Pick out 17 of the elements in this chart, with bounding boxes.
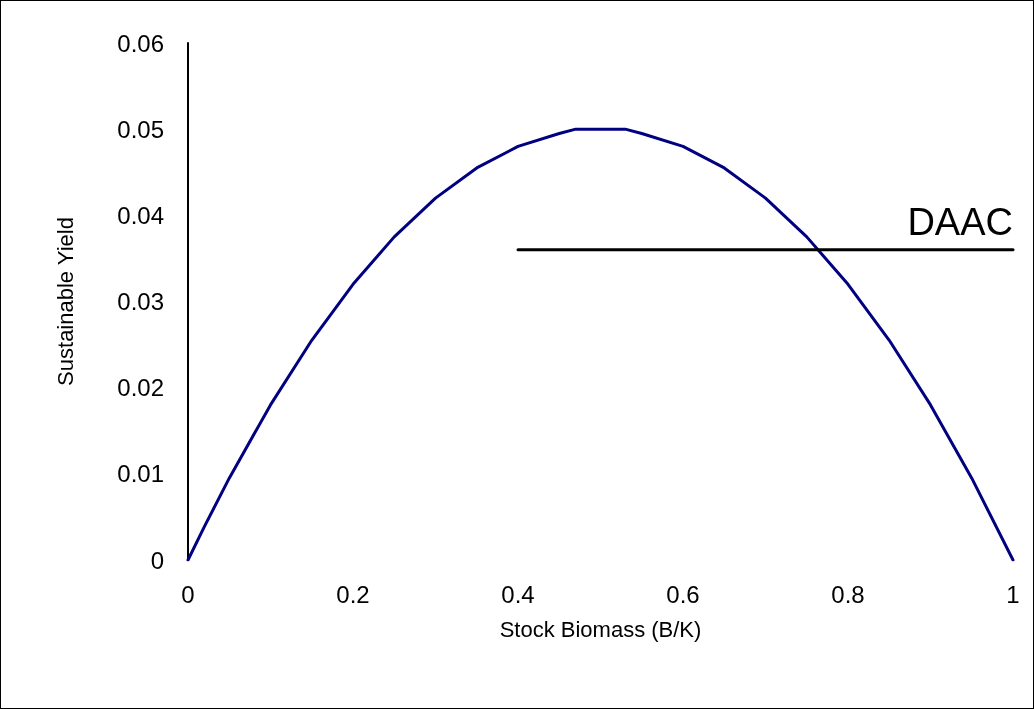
series-label: DAAC — [907, 200, 1013, 243]
x-tick-label: 0.6 — [666, 580, 700, 608]
y-tick-label: 0.01 — [117, 460, 164, 488]
y-tick-label: 0.03 — [117, 288, 164, 315]
y-tick-label: 0.04 — [117, 201, 164, 229]
x-tick-label: 1 — [1006, 580, 1020, 608]
x-tick-label: 0.2 — [336, 580, 370, 608]
x-tick-label: 0.4 — [501, 580, 535, 608]
y-tick-label: 0 — [150, 546, 164, 574]
y-tick-label: 0.06 — [117, 29, 164, 57]
x-axis-title: Stock Biomass (B/K) — [499, 616, 702, 642]
y-tick-label: 0.05 — [117, 115, 164, 143]
y-tick-label: 0.02 — [117, 374, 164, 402]
x-tick-label: 0 — [181, 580, 195, 608]
x-tick-label: 0.8 — [831, 580, 865, 608]
y-axis-title: Sustainable Yield — [52, 217, 78, 386]
line-series — [186, 127, 1015, 562]
